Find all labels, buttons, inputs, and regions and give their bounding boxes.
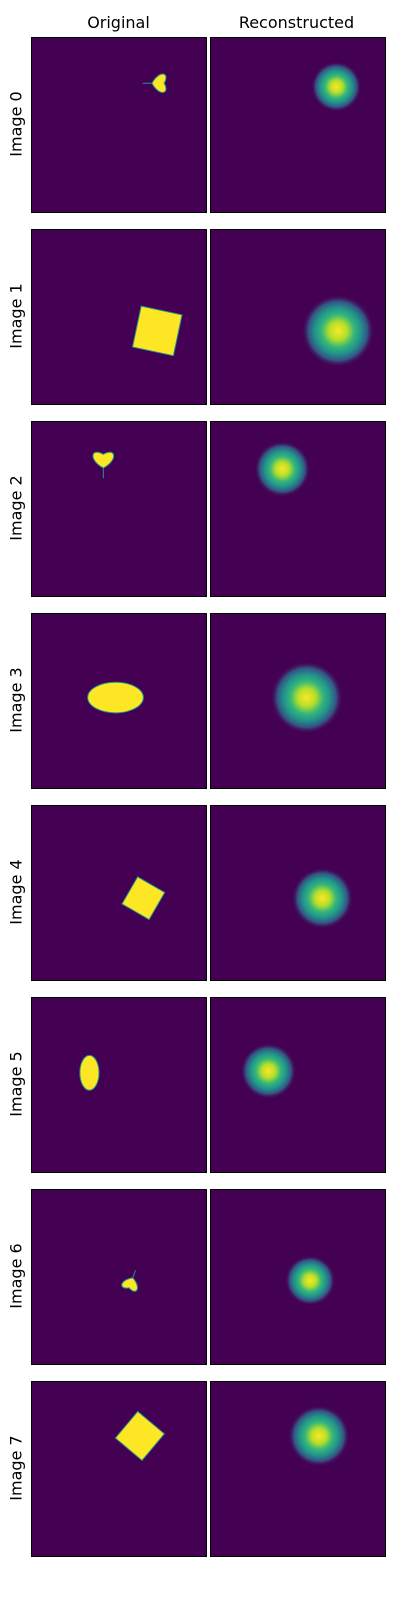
original-panel-1 xyxy=(31,229,207,405)
row-label-image-4: Image 4 xyxy=(6,859,26,925)
row-label-image-0: Image 0 xyxy=(6,91,26,157)
reconstructed-panel-1 xyxy=(210,229,386,405)
original-shape-7 xyxy=(114,1410,166,1462)
original-panel-3 xyxy=(31,613,207,789)
row-label-image-5: Image 5 xyxy=(6,1051,26,1117)
reconstructed-blob-7 xyxy=(288,1405,350,1467)
original-panel-0 xyxy=(31,37,207,213)
original-panel-4 xyxy=(31,805,207,981)
reconstructed-blob-5 xyxy=(240,1043,297,1099)
original-panel-2 xyxy=(31,421,207,597)
reconstructed-panel-2 xyxy=(210,421,386,597)
reconstructed-blob-4 xyxy=(291,867,353,929)
reconstructed-panel-5 xyxy=(210,997,386,1173)
original-shape-3 xyxy=(87,681,144,714)
reconstructed-blob-1 xyxy=(301,294,375,368)
reconstructed-panel-0 xyxy=(210,37,386,213)
row-label-image-3: Image 3 xyxy=(6,667,26,733)
reconstructed-panel-3 xyxy=(210,613,386,789)
reconstructed-panel-6 xyxy=(210,1189,386,1365)
column-title-original: Original xyxy=(87,13,150,32)
original-panel-5 xyxy=(31,997,207,1173)
column-title-reconstructed: Reconstructed xyxy=(238,13,355,32)
reconstructed-blob-0 xyxy=(311,61,362,112)
original-shape-5 xyxy=(79,1054,100,1091)
original-shape-2 xyxy=(92,451,115,479)
row-label-image-7: Image 7 xyxy=(6,1435,26,1501)
original-shape-0 xyxy=(142,73,167,93)
reconstructed-blob-3 xyxy=(270,661,343,734)
reconstructed-blob-2 xyxy=(254,441,311,497)
row-label-image-6: Image 6 xyxy=(6,1243,26,1309)
original-panel-6 xyxy=(31,1189,207,1365)
reconstructed-panel-4 xyxy=(210,805,386,981)
original-shape-6 xyxy=(121,1270,138,1292)
reconstructed-blob-6 xyxy=(285,1255,336,1306)
reconstructed-panel-7 xyxy=(210,1381,386,1557)
row-label-image-2: Image 2 xyxy=(6,475,26,541)
original-shape-1 xyxy=(131,305,183,357)
original-shape-4 xyxy=(121,876,166,921)
original-panel-7 xyxy=(31,1381,207,1557)
row-label-image-1: Image 1 xyxy=(6,283,26,349)
